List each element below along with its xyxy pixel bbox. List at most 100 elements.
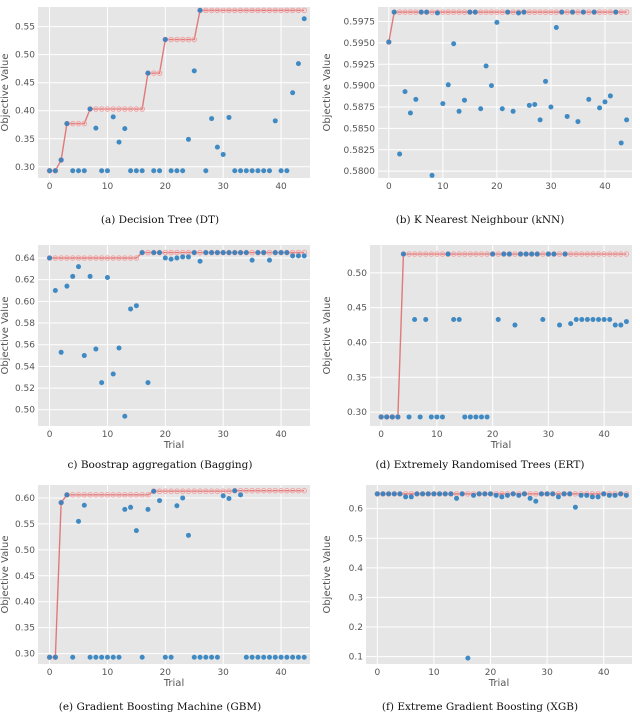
x-tick-label: 10 [431,430,443,440]
trial-point [471,492,477,498]
best-value-marker [484,251,490,257]
x-axis-label: Trial [163,678,184,689]
trial-point [261,250,267,256]
best-value-marker [553,9,560,15]
y-tick-label: 0.50 [15,546,35,556]
y-tick-label: 0.40 [347,338,367,348]
best-value-marker [465,491,471,497]
y-tick-label: 0.45 [15,79,35,89]
y-tick-label: 0.5900 [344,82,376,92]
trial-point [551,251,557,257]
best-value-marker [243,487,250,494]
best-value-marker [434,251,440,257]
best-value-marker [168,36,174,43]
trial-point [104,275,110,281]
y-tick-label: 0.40 [15,107,35,117]
trial-point [70,654,76,660]
best-value-marker [145,492,151,498]
trial-point [214,250,220,256]
trial-point [586,96,592,102]
best-value-marker [58,255,64,261]
trial-point [579,316,585,322]
best-value-marker [422,251,429,257]
trial-point [423,316,429,322]
best-value-marker [104,492,111,498]
trial-point [545,251,551,257]
x-axis-label: Trial [488,678,509,689]
trial-point [403,494,409,500]
best-value-marker [197,249,203,256]
trial-point [290,90,296,96]
trial-point [434,10,440,16]
trial-point [567,491,573,497]
best-value-marker [150,70,157,76]
trial-point [64,121,70,127]
trial-point [580,9,586,15]
best-value-marker [623,251,630,257]
best-value-marker [494,9,500,15]
best-value-marker [439,251,446,257]
best-value-marker [174,488,180,495]
x-axis-label: Trial [490,440,511,451]
best-value-marker [272,7,279,14]
y-tick-label: 0.35 [15,135,35,145]
trial-point [272,250,278,256]
best-value-marker [585,9,592,15]
best-value-marker [208,488,215,495]
plot-area [38,7,310,178]
plot-area [38,485,310,664]
panel-gbm: 0 10 20 30 40 0.30 0.35 0.40 0.45 0.50 0.55 0.60 Obj… [0,478,320,718]
x-tick-label: 10 [102,182,114,192]
y-tick-label: 0.45 [15,572,35,582]
trial-point [417,414,423,420]
trial-point [534,251,540,257]
y-tick-label: 0.5800 [344,167,376,177]
best-value-marker [531,9,538,15]
trial-point [607,93,613,99]
trial-point [442,491,448,497]
best-value-marker [98,255,105,261]
trial-point [623,492,629,498]
y-tick-label: 0.5875 [344,103,376,113]
trial-point [185,254,191,260]
best-value-marker [411,251,418,257]
x-tick-label: 40 [598,668,610,678]
best-value-marker [266,7,273,14]
trial-point [532,101,538,107]
best-value-marker [266,487,273,494]
x-tick-label: 20 [160,430,172,440]
trial-point [391,491,397,497]
x-tick-label: 0 [374,668,380,678]
trial-point [278,250,284,256]
trial-point [523,251,529,257]
x-tick-label: 30 [541,668,553,678]
trial-point [81,502,87,508]
chart-knn: 0 10 20 30 40 0.5800 0.5825 0.5850 0.5875 0.5900 0… [322,7,632,192]
trial-point [243,168,249,174]
trial-point [47,654,53,660]
chart-ert: 0 10 20 30 40 0.30 0.35 0.40 0.45 0.50 Objective V… [322,245,632,451]
trial-point [58,500,64,506]
trial-point [618,322,624,328]
trial-point [476,491,482,497]
trial-point [533,498,539,504]
best-value-marker [573,251,580,257]
y-tick-label: 0.5975 [344,18,376,28]
trial-point [93,654,99,660]
trial-point [151,488,157,494]
best-value-marker [461,9,468,15]
trial-point [174,255,180,261]
trial-point [428,414,434,420]
trial-point [424,9,430,15]
trial-point [601,316,607,322]
x-tick-label: 20 [160,182,172,192]
trial-point [618,140,624,146]
trial-point [418,9,424,15]
trial-point [243,654,249,660]
trial-point [87,106,93,112]
trial-point [473,414,479,420]
trial-point [116,139,122,145]
trial-point [495,316,501,322]
trial-point [483,63,489,69]
trial-point [139,168,145,174]
